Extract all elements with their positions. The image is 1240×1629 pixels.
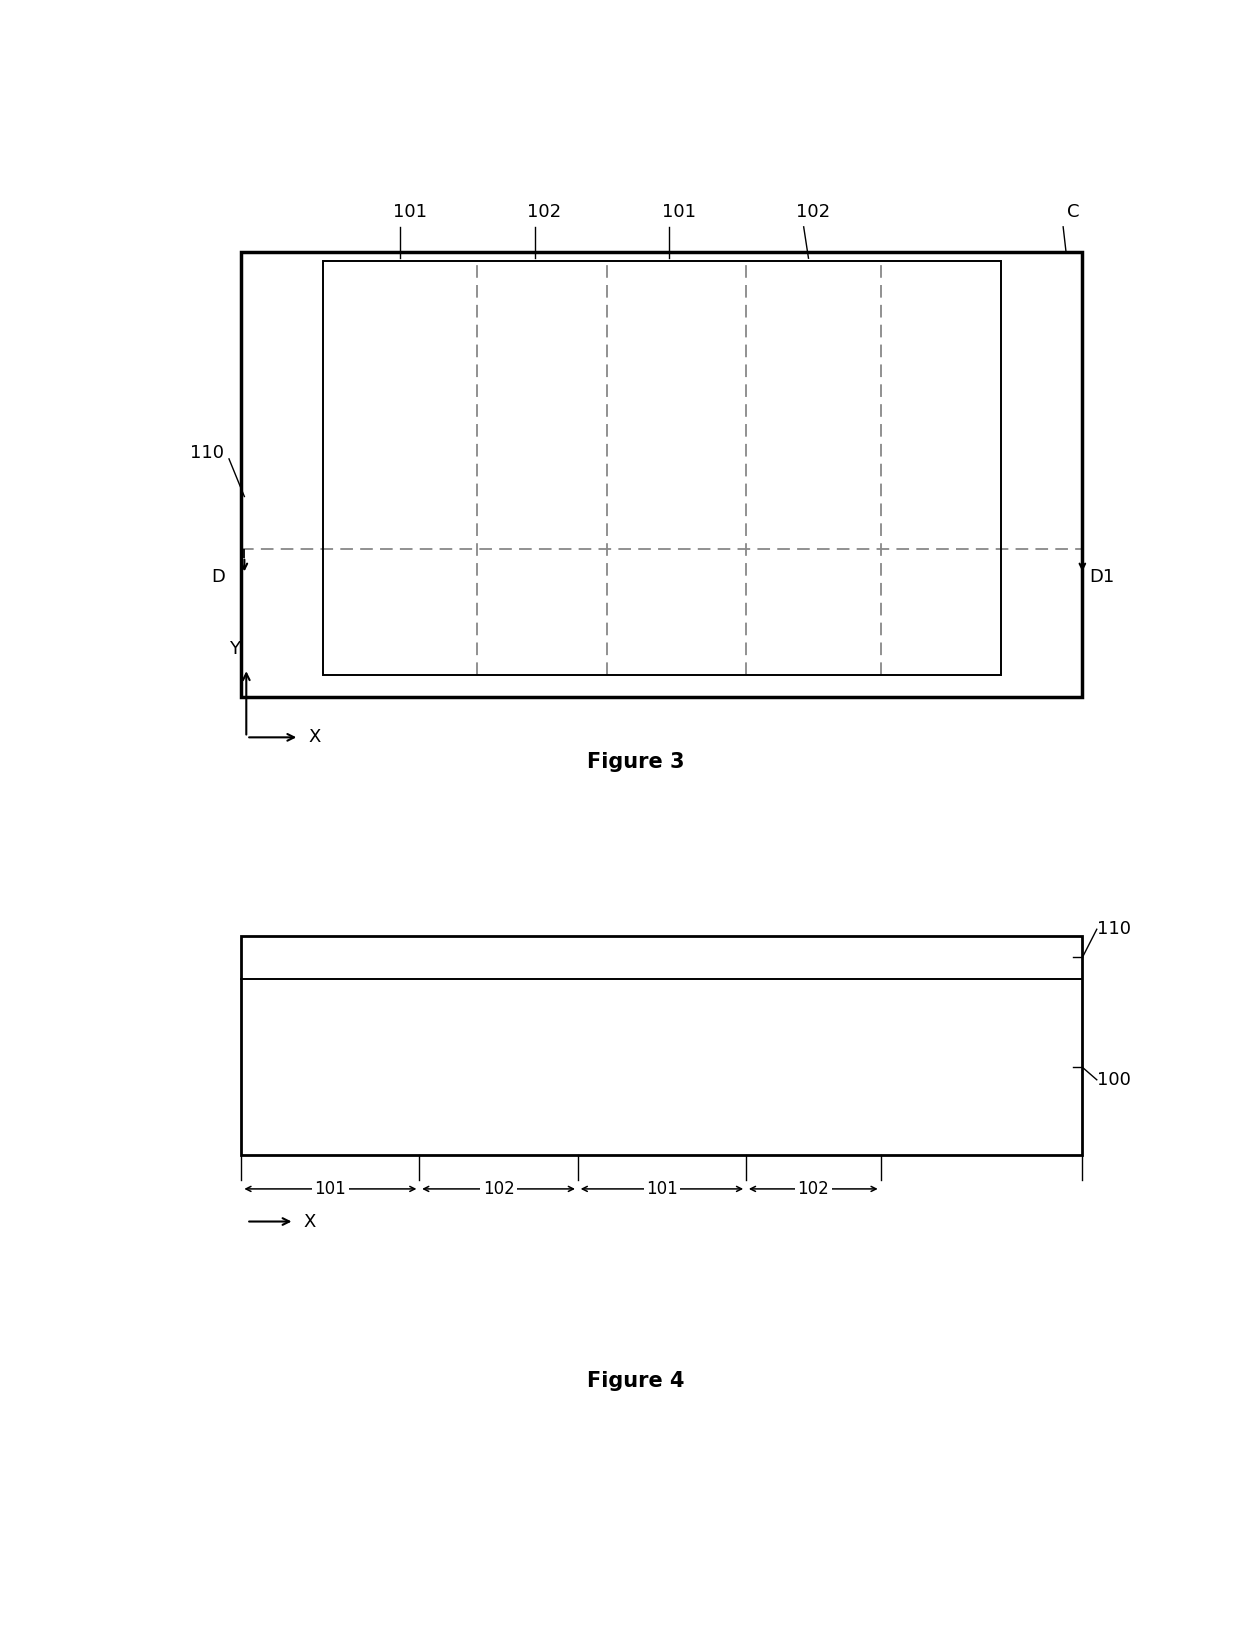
Text: Figure 4: Figure 4 [587,1372,684,1391]
Text: 102: 102 [797,1179,830,1197]
Bar [242,935,1083,1155]
Text: 102: 102 [796,202,831,220]
Text: Figure 3: Figure 3 [587,753,684,772]
Text: 101: 101 [646,1179,678,1197]
Text: 101: 101 [662,202,696,220]
Text: 102: 102 [527,202,562,220]
Text: 100: 100 [1096,1070,1131,1088]
Text: 110: 110 [1096,920,1131,938]
Text: C: C [1066,202,1079,220]
Text: 101: 101 [315,1179,346,1197]
Text: D1: D1 [1089,569,1115,586]
Bar [324,261,1001,674]
Bar [242,252,1083,697]
Text: X: X [309,728,321,746]
Text: 102: 102 [482,1179,515,1197]
Text: 101: 101 [393,202,427,220]
Text: Y: Y [229,640,241,658]
Text: X: X [304,1212,316,1230]
Text: D: D [211,569,226,586]
Text: 110: 110 [190,443,224,461]
